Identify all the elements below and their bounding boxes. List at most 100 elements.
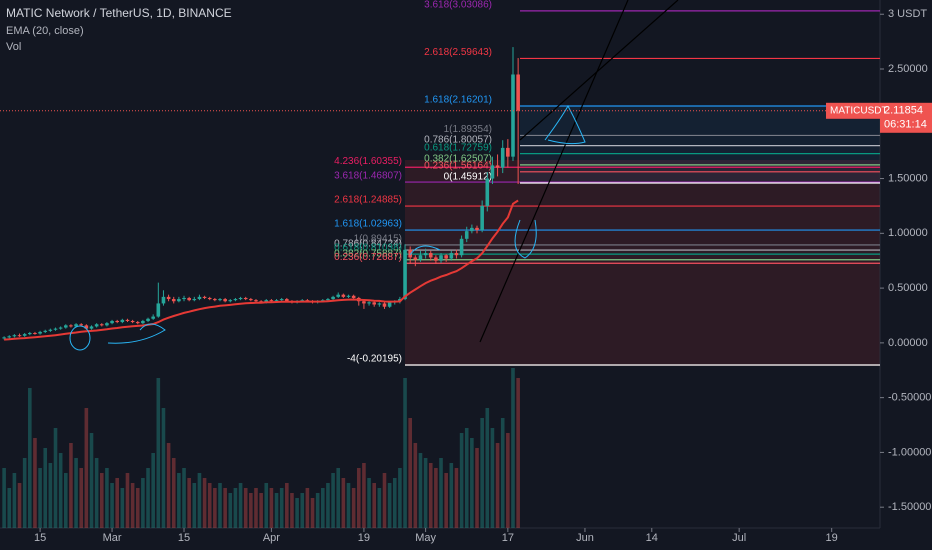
candle-body bbox=[254, 300, 258, 302]
volume-bar bbox=[295, 498, 299, 528]
volume-bar bbox=[249, 493, 253, 528]
volume-bar bbox=[500, 418, 505, 528]
candle-body bbox=[63, 325, 68, 328]
candle-body bbox=[346, 295, 351, 297]
volume-bar bbox=[372, 483, 377, 528]
candle-body bbox=[470, 227, 474, 232]
volume-bar bbox=[243, 488, 248, 528]
volume-bar bbox=[223, 488, 227, 528]
fib-label: 3.618(1.46807) bbox=[334, 171, 402, 182]
volume-bar bbox=[33, 438, 37, 528]
candle-body bbox=[449, 253, 454, 259]
y-tick-label: 2.50000 bbox=[888, 63, 928, 75]
candle-body bbox=[459, 238, 464, 256]
volume-bar bbox=[171, 458, 176, 528]
fib-label: 1(0.89415) bbox=[354, 234, 402, 245]
volume-bar bbox=[310, 498, 315, 528]
candle-body bbox=[341, 294, 346, 297]
volume-bar bbox=[125, 473, 130, 528]
volume-bar bbox=[341, 478, 346, 528]
volume-label: Vol bbox=[6, 41, 21, 53]
volume-bar bbox=[511, 368, 515, 528]
candle-body bbox=[423, 253, 428, 256]
volume-bar bbox=[413, 443, 418, 528]
candle-body bbox=[22, 334, 27, 336]
volume-bar bbox=[382, 473, 387, 528]
candle-body bbox=[464, 231, 469, 239]
candle-body bbox=[362, 301, 366, 304]
candle-body bbox=[130, 320, 135, 323]
volume-bar bbox=[105, 468, 109, 528]
candle-body bbox=[403, 249, 407, 300]
candle-body bbox=[202, 296, 207, 298]
candle-body bbox=[89, 326, 94, 329]
volume-bar bbox=[84, 408, 89, 528]
fib-label: 0.618(1.72759) bbox=[424, 142, 492, 153]
candle-body bbox=[274, 300, 279, 302]
volume-bar bbox=[187, 478, 191, 528]
volume-bar bbox=[418, 453, 423, 528]
candle-body bbox=[28, 333, 32, 335]
volume-bar bbox=[351, 488, 356, 528]
volume-bar bbox=[213, 488, 217, 528]
x-tick-label: Jun bbox=[576, 532, 594, 544]
fib-label: 0.786(0.84724) bbox=[334, 239, 402, 250]
volume-bar bbox=[197, 473, 202, 528]
volume-bar bbox=[279, 488, 284, 528]
candle-body bbox=[135, 322, 140, 324]
volume-bar bbox=[459, 433, 464, 528]
fib-label: 4.236(1.60355) bbox=[334, 156, 402, 167]
volume-bar bbox=[12, 473, 17, 528]
x-tick-label: 15 bbox=[34, 532, 46, 544]
volume-bar bbox=[135, 488, 140, 528]
fib-label: 3.618(3.03086) bbox=[424, 0, 492, 11]
volume-bar bbox=[141, 478, 145, 528]
volume-bar bbox=[362, 463, 366, 528]
candle-body bbox=[408, 249, 412, 258]
candle-body bbox=[17, 335, 22, 337]
volume-bar bbox=[300, 493, 305, 528]
candle-body bbox=[171, 299, 176, 302]
candle-body bbox=[166, 296, 171, 300]
candle-body bbox=[177, 299, 181, 302]
volume-bar bbox=[444, 473, 448, 528]
y-tick-label: -1.00000 bbox=[888, 446, 931, 458]
candle-body bbox=[94, 324, 99, 327]
candle-body bbox=[74, 324, 78, 327]
volume-bar bbox=[233, 488, 238, 528]
volume-bar bbox=[38, 468, 42, 528]
symbol-label: MATICUSDT bbox=[830, 105, 888, 116]
volume-bar bbox=[94, 458, 99, 528]
candle-body bbox=[336, 294, 341, 297]
fib-label: -4(-0.20195) bbox=[347, 354, 402, 365]
candle-body bbox=[444, 255, 448, 259]
x-tick-label: Mar bbox=[103, 532, 122, 544]
volume-bar bbox=[238, 483, 243, 528]
candle-body bbox=[367, 302, 371, 304]
volume-bar bbox=[506, 433, 510, 528]
volume-bar bbox=[428, 463, 433, 528]
candle-body bbox=[213, 299, 217, 301]
candle-body bbox=[480, 205, 484, 231]
volume-bar bbox=[377, 488, 382, 528]
fib-label: 0.786(1.80057) bbox=[424, 134, 492, 145]
y-tick-label: 0.50000 bbox=[888, 282, 928, 294]
candle-body bbox=[105, 323, 109, 326]
x-tick-label: May bbox=[415, 532, 436, 544]
volume-bar bbox=[166, 443, 171, 528]
volume-bar bbox=[43, 448, 48, 528]
candle-body bbox=[506, 147, 510, 157]
candle-body bbox=[228, 300, 233, 302]
candle-body bbox=[110, 320, 114, 324]
candle-body bbox=[141, 320, 145, 324]
volume-bar bbox=[99, 473, 104, 528]
x-tick-label: Apr bbox=[263, 532, 280, 544]
volume-bar bbox=[182, 468, 186, 528]
volume-bar bbox=[305, 488, 310, 528]
volume-pane bbox=[2, 368, 520, 528]
volume-bar bbox=[7, 488, 12, 528]
volume-bar bbox=[398, 468, 402, 528]
candle-body bbox=[495, 165, 500, 168]
